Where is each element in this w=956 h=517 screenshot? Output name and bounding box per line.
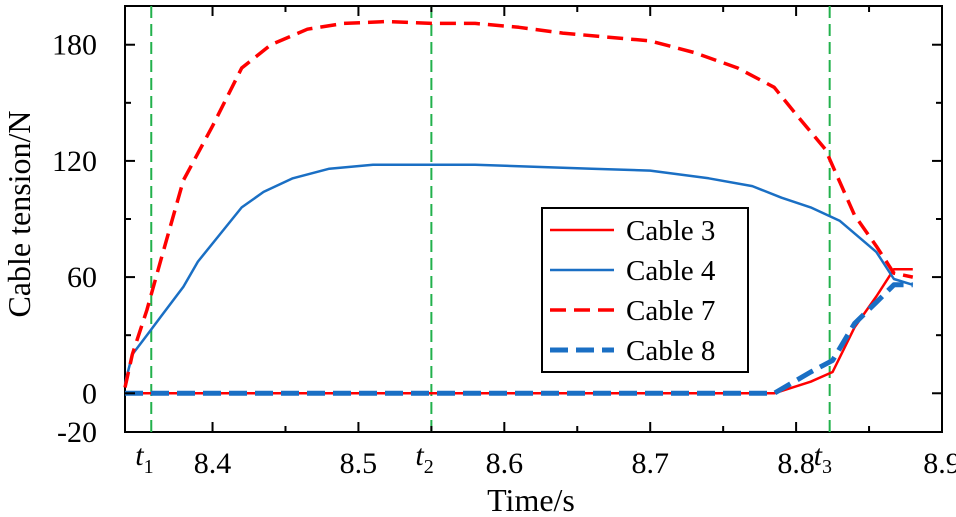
marker-label-1: t2 bbox=[415, 439, 433, 478]
legend: Cable 3 Cable 4 Cable 7 Cable 8 bbox=[541, 207, 749, 373]
axis-ticks: 8.4 8.5 8.6 8.7 8.8 8.9 -20 0 60 120 180 bbox=[52, 6, 956, 480]
x-tick-label-4: 8.8 bbox=[777, 447, 815, 480]
x-axis-label: Time/s bbox=[487, 482, 575, 517]
legend-label-1: Cable 4 bbox=[626, 255, 716, 287]
time-markers: t1 t2 t3 bbox=[135, 6, 832, 478]
y-tick-label-1: 0 bbox=[82, 377, 97, 410]
x-tick-label-1: 8.5 bbox=[340, 447, 378, 480]
y-tick-label-4: 180 bbox=[52, 29, 97, 62]
legend-label-0: Cable 3 bbox=[626, 215, 715, 247]
x-tick-label-0: 8.4 bbox=[194, 447, 232, 480]
y-tick-label-3: 120 bbox=[52, 145, 97, 178]
y-axis-label: Cable tension/N bbox=[1, 110, 37, 317]
series-line-cable-4 bbox=[123, 163, 914, 384]
series-line-cable-7 bbox=[123, 19, 914, 388]
x-tick-label-5: 8.9 bbox=[923, 447, 956, 480]
plot-frame bbox=[124, 5, 943, 433]
series-line-cable-3 bbox=[125, 268, 913, 395]
legend-box bbox=[541, 207, 749, 373]
x-tick-label-3: 8.7 bbox=[631, 447, 669, 480]
marker-label-0: t1 bbox=[135, 439, 153, 478]
series-layer bbox=[123, 19, 914, 396]
y-tick-label-2: 60 bbox=[67, 261, 97, 294]
y-tick-label-0: -20 bbox=[57, 416, 97, 449]
legend-label-2: Cable 7 bbox=[626, 295, 715, 327]
x-tick-label-2: 8.6 bbox=[486, 447, 524, 480]
series-line-cable-8 bbox=[125, 282, 913, 396]
plot-border bbox=[124, 5, 943, 433]
legend-label-3: Cable 8 bbox=[626, 335, 715, 367]
marker-label-2: t3 bbox=[814, 439, 832, 478]
